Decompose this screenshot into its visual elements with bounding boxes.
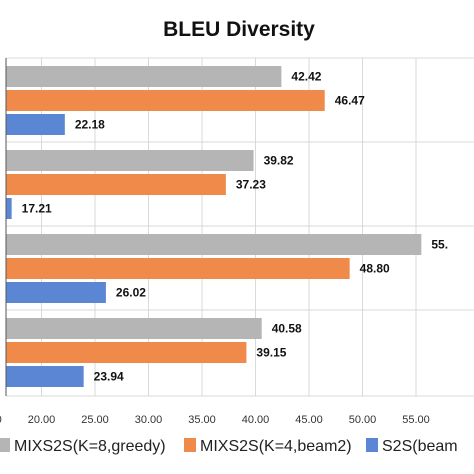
bar bbox=[6, 282, 106, 303]
bar bbox=[6, 258, 350, 279]
bar bbox=[6, 198, 12, 219]
bar bbox=[6, 318, 262, 339]
x-tick-label: 35.00 bbox=[188, 414, 216, 426]
x-tick-label: 45.00 bbox=[295, 414, 323, 426]
bar bbox=[6, 342, 246, 363]
data-label: 17.21 bbox=[22, 202, 52, 216]
bar bbox=[6, 66, 281, 87]
bar bbox=[6, 114, 65, 135]
x-tick-label: 40.00 bbox=[242, 414, 270, 426]
x-tick-label: 55.00 bbox=[402, 414, 430, 426]
bar bbox=[6, 90, 325, 111]
data-label: 22.18 bbox=[75, 118, 105, 132]
legend-label: MIXS2S(K=8,greedy) bbox=[14, 438, 166, 455]
data-label: 26.02 bbox=[116, 286, 146, 300]
bar bbox=[6, 366, 84, 387]
data-label: 39.15 bbox=[256, 346, 286, 360]
data-label: 40.58 bbox=[272, 322, 302, 336]
bar bbox=[6, 234, 421, 255]
data-label: 23.94 bbox=[94, 370, 124, 384]
legend-label: S2S(beam bbox=[382, 438, 458, 455]
legend-swatch bbox=[0, 438, 10, 452]
data-label: 55. bbox=[431, 238, 448, 252]
legend: MIXS2S(K=8,greedy) MIXS2S(K=4,beam2) S2S(b… bbox=[0, 438, 458, 455]
chart-title: BLEU Diversity bbox=[163, 18, 315, 41]
legend-label: MIXS2S(K=4,beam2) bbox=[200, 438, 352, 455]
x-tick-label: 50.00 bbox=[349, 414, 377, 426]
x-tick-label: 20.00 bbox=[28, 414, 56, 426]
data-label: 48.80 bbox=[360, 262, 390, 276]
data-label: 39.82 bbox=[264, 154, 294, 168]
data-label: 42.42 bbox=[291, 70, 321, 84]
x-tick-label: 25.00 bbox=[81, 414, 109, 426]
data-label: 37.23 bbox=[236, 178, 266, 192]
legend-swatch bbox=[184, 438, 196, 452]
x-tick-label: 30.00 bbox=[135, 414, 163, 426]
bar bbox=[6, 150, 254, 171]
x-tick-label: 15.00 bbox=[0, 414, 2, 426]
legend-swatch bbox=[366, 438, 378, 452]
data-label: 46.47 bbox=[335, 94, 365, 108]
bar bbox=[6, 174, 226, 195]
